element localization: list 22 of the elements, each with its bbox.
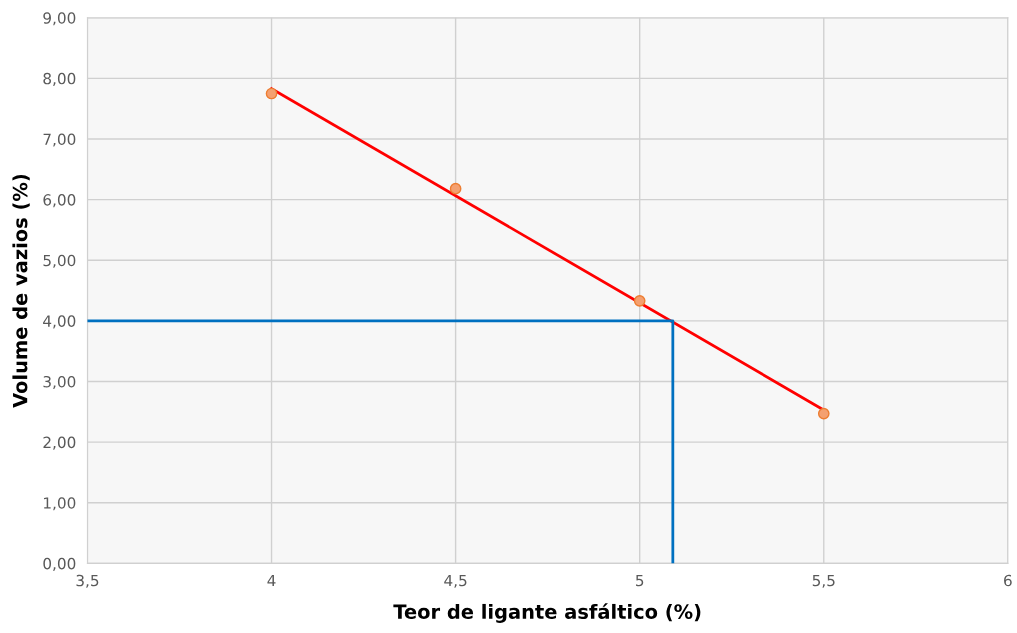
point xyxy=(265,87,278,100)
point xyxy=(633,295,646,307)
y-tick-label: 4,00 xyxy=(43,315,76,329)
x-tick-label: 5 xyxy=(636,574,644,587)
y-tick-label: 0,00 xyxy=(43,557,76,571)
y-tick-label: 5,00 xyxy=(43,254,76,268)
y-tick-label: 1,00 xyxy=(44,497,76,511)
x-axis-title: Teor de ligante asfáltico (%) xyxy=(393,603,701,623)
point xyxy=(817,407,830,420)
y-tick-label: 9,00 xyxy=(43,12,76,26)
y-axis-title: Volume de vazios (%) xyxy=(12,174,30,408)
x-tick-label: 3,5 xyxy=(76,574,99,588)
y-tick-label: 2,00 xyxy=(43,436,76,450)
y-tick-label: 8,00 xyxy=(43,72,76,86)
x-tick-label: 4 xyxy=(267,574,276,587)
point xyxy=(449,182,462,195)
y-tick-label: 7,00 xyxy=(43,133,76,147)
x-tick-label: 4,5 xyxy=(444,574,467,588)
y-tick-label: 3,00 xyxy=(43,375,76,390)
x-tick-label: 5,5 xyxy=(812,574,835,588)
y-tick-label: 6,00 xyxy=(43,194,76,208)
x-tick-label: 6 xyxy=(1004,574,1012,587)
